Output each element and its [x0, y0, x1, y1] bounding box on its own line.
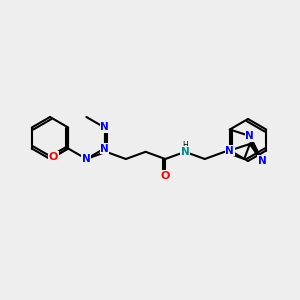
Text: N: N [82, 154, 91, 164]
Text: O: O [49, 152, 58, 162]
Text: O: O [160, 171, 170, 181]
Text: H: H [182, 141, 188, 150]
Text: N: N [100, 122, 109, 133]
Text: N: N [245, 131, 254, 141]
Text: N: N [258, 156, 266, 166]
Text: N: N [181, 147, 189, 157]
Text: N: N [225, 146, 234, 155]
Text: N: N [100, 143, 109, 154]
